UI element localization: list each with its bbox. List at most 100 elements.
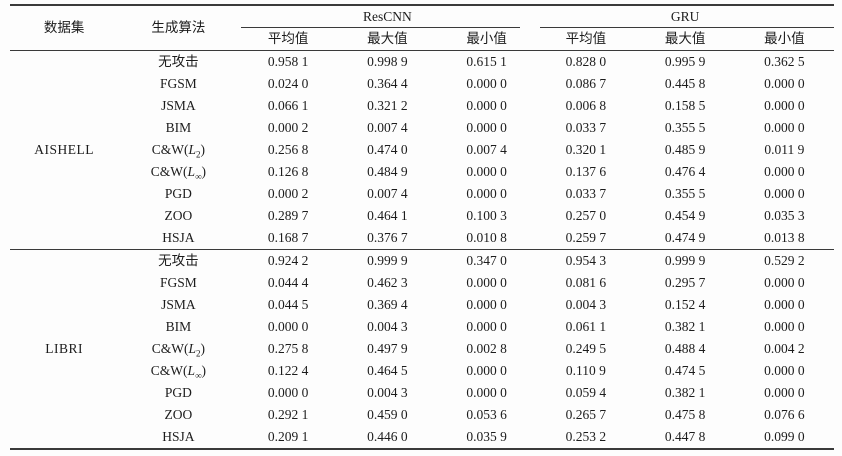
- value-cell: 0.459 0: [367, 407, 408, 422]
- value-cell: 0.355 5: [664, 120, 706, 135]
- value-cell: 0.445 8: [664, 76, 706, 91]
- value-cell: 0.011 9: [764, 142, 805, 157]
- value-cell: 0.999 9: [337, 249, 437, 272]
- value-cell: 0.122 4: [267, 363, 309, 378]
- value-cell: 0.209 1: [267, 429, 309, 444]
- value-cell: 0.454 9: [664, 208, 706, 223]
- algorithm-label: PGD: [164, 186, 192, 201]
- value-cell: 0.000 0: [466, 186, 507, 201]
- value-cell: 0.000 0: [764, 98, 805, 113]
- results-table: 数据集 生成算法 ResCNN GRU 平均值 最大值 最小值 平均值 最大值 …: [10, 4, 834, 450]
- value-cell: 0.100 3: [466, 208, 507, 223]
- value-cell: 0.464 5: [367, 363, 408, 378]
- algorithm-label: BIM: [165, 319, 192, 334]
- value-cell: 0.295 7: [664, 275, 706, 290]
- value-cell: 0.110 9: [565, 363, 606, 378]
- value-cell: 0.000 0: [267, 319, 309, 334]
- value-cell: 0.382 1: [664, 385, 706, 400]
- value-cell: 0.253 2: [565, 429, 607, 444]
- col-header-rescnn-min: 最小值: [466, 31, 507, 46]
- value-cell: 0.497 9: [367, 341, 408, 356]
- value-cell: 0.000 0: [267, 385, 309, 400]
- value-cell: 0.924 2: [238, 249, 338, 272]
- value-cell: 0.000 0: [466, 76, 507, 91]
- algorithm-label: FGSM: [160, 76, 197, 91]
- value-cell: 0.249 5: [565, 341, 607, 356]
- value-cell: 0.033 7: [565, 120, 607, 135]
- algorithm-label: ZOO: [164, 407, 193, 422]
- value-cell: 0.000 0: [764, 297, 805, 312]
- value-cell: 0.484 9: [367, 164, 408, 179]
- value-cell: 0.364 4: [367, 76, 408, 91]
- table-row: ZOO 0.289 7 0.464 1 0.100 3 0.257 0 0.454 9 0.…: [10, 205, 834, 227]
- value-cell: 0.000 0: [764, 120, 805, 135]
- value-cell: 0.000 0: [466, 98, 507, 113]
- col-header-rescnn: ResCNN: [239, 5, 537, 28]
- value-cell: 0.004 3: [565, 297, 607, 312]
- table-row: PGD 0.000 2 0.007 4 0.000 0 0.033 7 0.355 5 0.…: [10, 183, 834, 205]
- value-cell: 0.007 4: [466, 142, 507, 157]
- value-cell: 0.066 1: [267, 98, 309, 113]
- value-cell: 0.000 2: [267, 120, 309, 135]
- col-header-rescnn-max: 最大值: [367, 31, 408, 46]
- value-cell: 0.275 8: [267, 341, 309, 356]
- value-cell: 0.000 0: [764, 363, 805, 378]
- col-header-algorithm: 生成算法: [151, 20, 206, 35]
- value-cell: 0.474 0: [367, 142, 408, 157]
- value-cell: 0.369 4: [367, 297, 408, 312]
- table-body: AISHELL 无攻击 0.958 1 0.998 9 0.615 1 0.828 0 0.…: [10, 51, 834, 449]
- value-cell: 0.615 1: [466, 54, 507, 69]
- value-cell: 0.464 1: [367, 208, 408, 223]
- value-cell: 0.474 5: [664, 363, 706, 378]
- value-cell: 0.320 1: [565, 142, 607, 157]
- value-cell: 0.462 3: [367, 275, 408, 290]
- value-cell: 0.033 7: [565, 186, 607, 201]
- value-cell: 0.099 0: [764, 429, 805, 444]
- table-row: C&W(L∞) 0.122 4 0.464 5 0.000 0 0.110 9 0.474…: [10, 360, 834, 382]
- value-cell: 0.168 7: [267, 230, 309, 245]
- value-cell: 0.000 0: [466, 120, 507, 135]
- dataset-label: AISHELL: [34, 142, 94, 157]
- dataset-label: LIBRI: [10, 249, 119, 449]
- algorithm-label: C&W(L∞): [150, 164, 206, 182]
- value-cell: 0.076 6: [764, 407, 805, 422]
- algorithm-label: ZOO: [164, 208, 193, 223]
- value-cell: 0.485 9: [664, 142, 706, 157]
- value-cell: 0.158 5: [664, 98, 706, 113]
- value-cell: 0.053 6: [466, 407, 507, 422]
- value-cell: 0.000 0: [466, 385, 507, 400]
- algorithm-label: JSMA: [161, 98, 196, 113]
- value-cell: 0.355 5: [664, 186, 706, 201]
- value-cell: 0.126 8: [267, 164, 309, 179]
- table-row: C&W(L2) 0.275 8 0.497 9 0.002 8 0.249 5 0.488…: [10, 338, 834, 360]
- value-cell: 0.000 0: [764, 76, 805, 91]
- value-cell: 0.000 0: [764, 186, 805, 201]
- value-cell: 0.259 7: [565, 230, 607, 245]
- value-cell: 0.013 8: [764, 230, 805, 245]
- value-cell: 0.004 2: [764, 341, 805, 356]
- value-cell: 0.376 7: [367, 230, 408, 245]
- value-cell: 0.024 0: [267, 76, 309, 91]
- value-cell: 0.004 3: [367, 385, 408, 400]
- value-cell: 0.035 9: [466, 429, 507, 444]
- value-cell: 0.006 8: [565, 98, 607, 113]
- value-cell: 0.475 8: [664, 407, 706, 422]
- value-cell: 0.035 3: [764, 208, 805, 223]
- value-cell: 0.000 0: [466, 275, 507, 290]
- value-cell: 0.488 4: [664, 341, 706, 356]
- table-row: FGSM 0.044 4 0.462 3 0.000 0 0.081 6 0.295 7 0…: [10, 272, 834, 294]
- table-row: C&W(L∞) 0.126 8 0.484 9 0.000 0 0.137 6 0.476…: [10, 161, 834, 183]
- table-header: 数据集 生成算法 ResCNN GRU 平均值 最大值 最小值 平均值 最大值 …: [10, 5, 834, 51]
- value-cell: 0.321 2: [367, 98, 408, 113]
- table-row: BIM 0.000 2 0.007 4 0.000 0 0.033 7 0.355 5 0.…: [10, 117, 834, 139]
- col-header-gru: GRU: [536, 5, 834, 28]
- table-row: JSMA 0.066 1 0.321 2 0.000 0 0.006 8 0.158 5 0…: [10, 95, 834, 117]
- value-cell: 0.061 1: [565, 319, 607, 334]
- value-cell: 0.086 7: [565, 76, 607, 91]
- algorithm-label: 无攻击: [118, 249, 239, 272]
- value-cell: 0.137 6: [565, 164, 607, 179]
- table-row: JSMA 0.044 5 0.369 4 0.000 0 0.004 3 0.152 4 0…: [10, 294, 834, 316]
- value-cell: 0.954 3: [536, 249, 636, 272]
- algorithm-label: C&W(L2): [151, 142, 206, 160]
- algorithm-label: C&W(L∞): [150, 363, 206, 381]
